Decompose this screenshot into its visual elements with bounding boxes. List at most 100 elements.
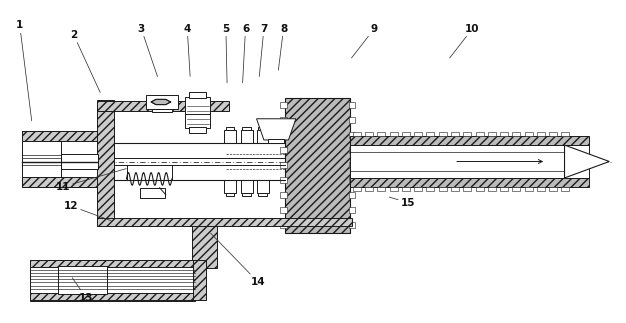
- Text: 2: 2: [70, 30, 100, 92]
- Bar: [537, 132, 545, 136]
- Bar: [349, 207, 355, 213]
- Bar: [349, 147, 355, 153]
- Bar: [226, 193, 235, 196]
- Bar: [280, 132, 287, 138]
- Bar: [525, 132, 533, 136]
- Bar: [193, 260, 206, 300]
- Bar: [365, 187, 373, 191]
- Bar: [463, 187, 471, 191]
- Bar: [224, 181, 237, 193]
- Bar: [29, 260, 195, 301]
- Bar: [426, 132, 434, 136]
- Bar: [513, 187, 520, 191]
- Bar: [21, 131, 98, 187]
- Bar: [349, 102, 355, 108]
- Text: 10: 10: [449, 24, 480, 58]
- Bar: [414, 187, 422, 191]
- Polygon shape: [257, 119, 296, 140]
- Bar: [240, 130, 253, 142]
- Bar: [463, 132, 471, 136]
- Bar: [146, 95, 178, 109]
- Bar: [349, 192, 355, 198]
- Bar: [349, 222, 355, 228]
- Text: 12: 12: [63, 201, 111, 221]
- Bar: [224, 130, 237, 142]
- Bar: [349, 162, 355, 168]
- Bar: [389, 132, 398, 136]
- Bar: [488, 187, 496, 191]
- Bar: [280, 177, 287, 183]
- Text: 14: 14: [210, 233, 265, 287]
- Bar: [97, 101, 229, 111]
- Bar: [257, 181, 269, 193]
- Bar: [451, 187, 459, 191]
- Text: 3: 3: [138, 24, 158, 77]
- Bar: [562, 132, 570, 136]
- Bar: [426, 187, 434, 191]
- Bar: [525, 187, 533, 191]
- Bar: [285, 98, 350, 233]
- Text: 13: 13: [72, 278, 93, 303]
- Polygon shape: [151, 99, 171, 105]
- Bar: [152, 109, 172, 112]
- Bar: [21, 177, 98, 187]
- Bar: [257, 130, 269, 142]
- Bar: [451, 132, 459, 136]
- Bar: [365, 132, 373, 136]
- Bar: [189, 92, 206, 98]
- Bar: [488, 132, 496, 136]
- Polygon shape: [565, 145, 609, 178]
- Text: 8: 8: [279, 24, 287, 70]
- Bar: [350, 178, 589, 187]
- Bar: [537, 187, 545, 191]
- Bar: [58, 266, 108, 295]
- Bar: [140, 188, 165, 198]
- Bar: [259, 193, 267, 196]
- Text: 7: 7: [259, 24, 267, 77]
- Bar: [353, 132, 361, 136]
- Bar: [513, 132, 520, 136]
- Bar: [402, 132, 410, 136]
- Bar: [349, 177, 355, 183]
- Bar: [377, 132, 386, 136]
- Bar: [21, 131, 98, 141]
- Bar: [349, 117, 355, 123]
- Bar: [189, 127, 206, 133]
- Bar: [242, 193, 251, 196]
- Text: 11: 11: [56, 169, 126, 192]
- Bar: [350, 145, 589, 178]
- Bar: [353, 187, 361, 191]
- Bar: [414, 132, 422, 136]
- Bar: [439, 187, 447, 191]
- Bar: [349, 132, 355, 138]
- Bar: [549, 132, 557, 136]
- Bar: [268, 139, 284, 142]
- Bar: [242, 127, 251, 130]
- Bar: [97, 218, 352, 226]
- Bar: [280, 162, 287, 168]
- Bar: [562, 187, 570, 191]
- Bar: [402, 187, 410, 191]
- Bar: [350, 136, 589, 145]
- Text: 1: 1: [16, 20, 32, 121]
- Bar: [61, 153, 98, 170]
- Text: 5: 5: [222, 24, 230, 83]
- Bar: [476, 187, 483, 191]
- Bar: [377, 187, 386, 191]
- Text: 4: 4: [183, 24, 191, 77]
- Bar: [192, 226, 217, 267]
- Bar: [240, 181, 253, 193]
- Bar: [389, 187, 398, 191]
- Text: 15: 15: [389, 197, 415, 208]
- Bar: [280, 222, 287, 228]
- Text: 6: 6: [242, 24, 249, 83]
- Bar: [439, 132, 447, 136]
- Bar: [476, 132, 483, 136]
- Bar: [500, 132, 508, 136]
- Bar: [280, 147, 287, 153]
- Bar: [500, 187, 508, 191]
- Bar: [280, 207, 287, 213]
- Bar: [549, 187, 557, 191]
- Text: 9: 9: [352, 24, 378, 58]
- Bar: [280, 117, 287, 123]
